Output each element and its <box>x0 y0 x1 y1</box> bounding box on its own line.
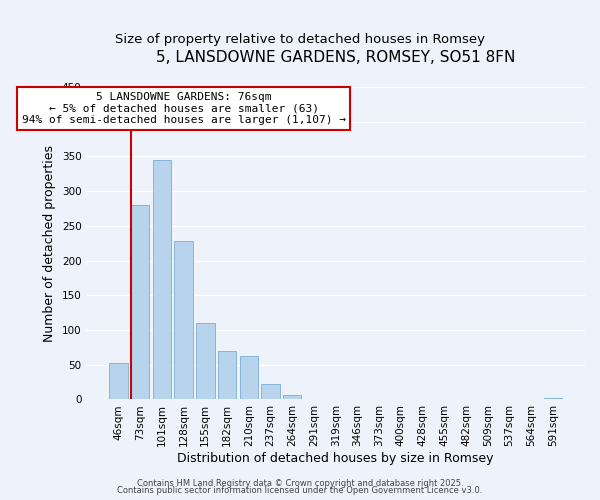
Bar <box>131 205 149 400</box>
Bar <box>239 356 258 400</box>
Text: Contains HM Land Registry data © Crown copyright and database right 2025.: Contains HM Land Registry data © Crown c… <box>137 478 463 488</box>
X-axis label: Distribution of detached houses by size in Romsey: Distribution of detached houses by size … <box>178 452 494 465</box>
Bar <box>109 364 128 400</box>
Bar <box>218 351 236 400</box>
Bar <box>196 323 215 400</box>
Y-axis label: Number of detached properties: Number of detached properties <box>43 144 56 342</box>
Bar <box>283 394 301 400</box>
Bar <box>175 241 193 400</box>
Bar <box>152 160 171 400</box>
Text: Contains public sector information licensed under the Open Government Licence v3: Contains public sector information licen… <box>118 486 482 495</box>
Bar <box>544 398 562 400</box>
Title: 5, LANSDOWNE GARDENS, ROMSEY, SO51 8FN: 5, LANSDOWNE GARDENS, ROMSEY, SO51 8FN <box>156 50 515 65</box>
Text: Size of property relative to detached houses in Romsey: Size of property relative to detached ho… <box>115 32 485 46</box>
Text: 5 LANSDOWNE GARDENS: 76sqm
← 5% of detached houses are smaller (63)
94% of semi-: 5 LANSDOWNE GARDENS: 76sqm ← 5% of detac… <box>22 92 346 125</box>
Bar <box>261 384 280 400</box>
